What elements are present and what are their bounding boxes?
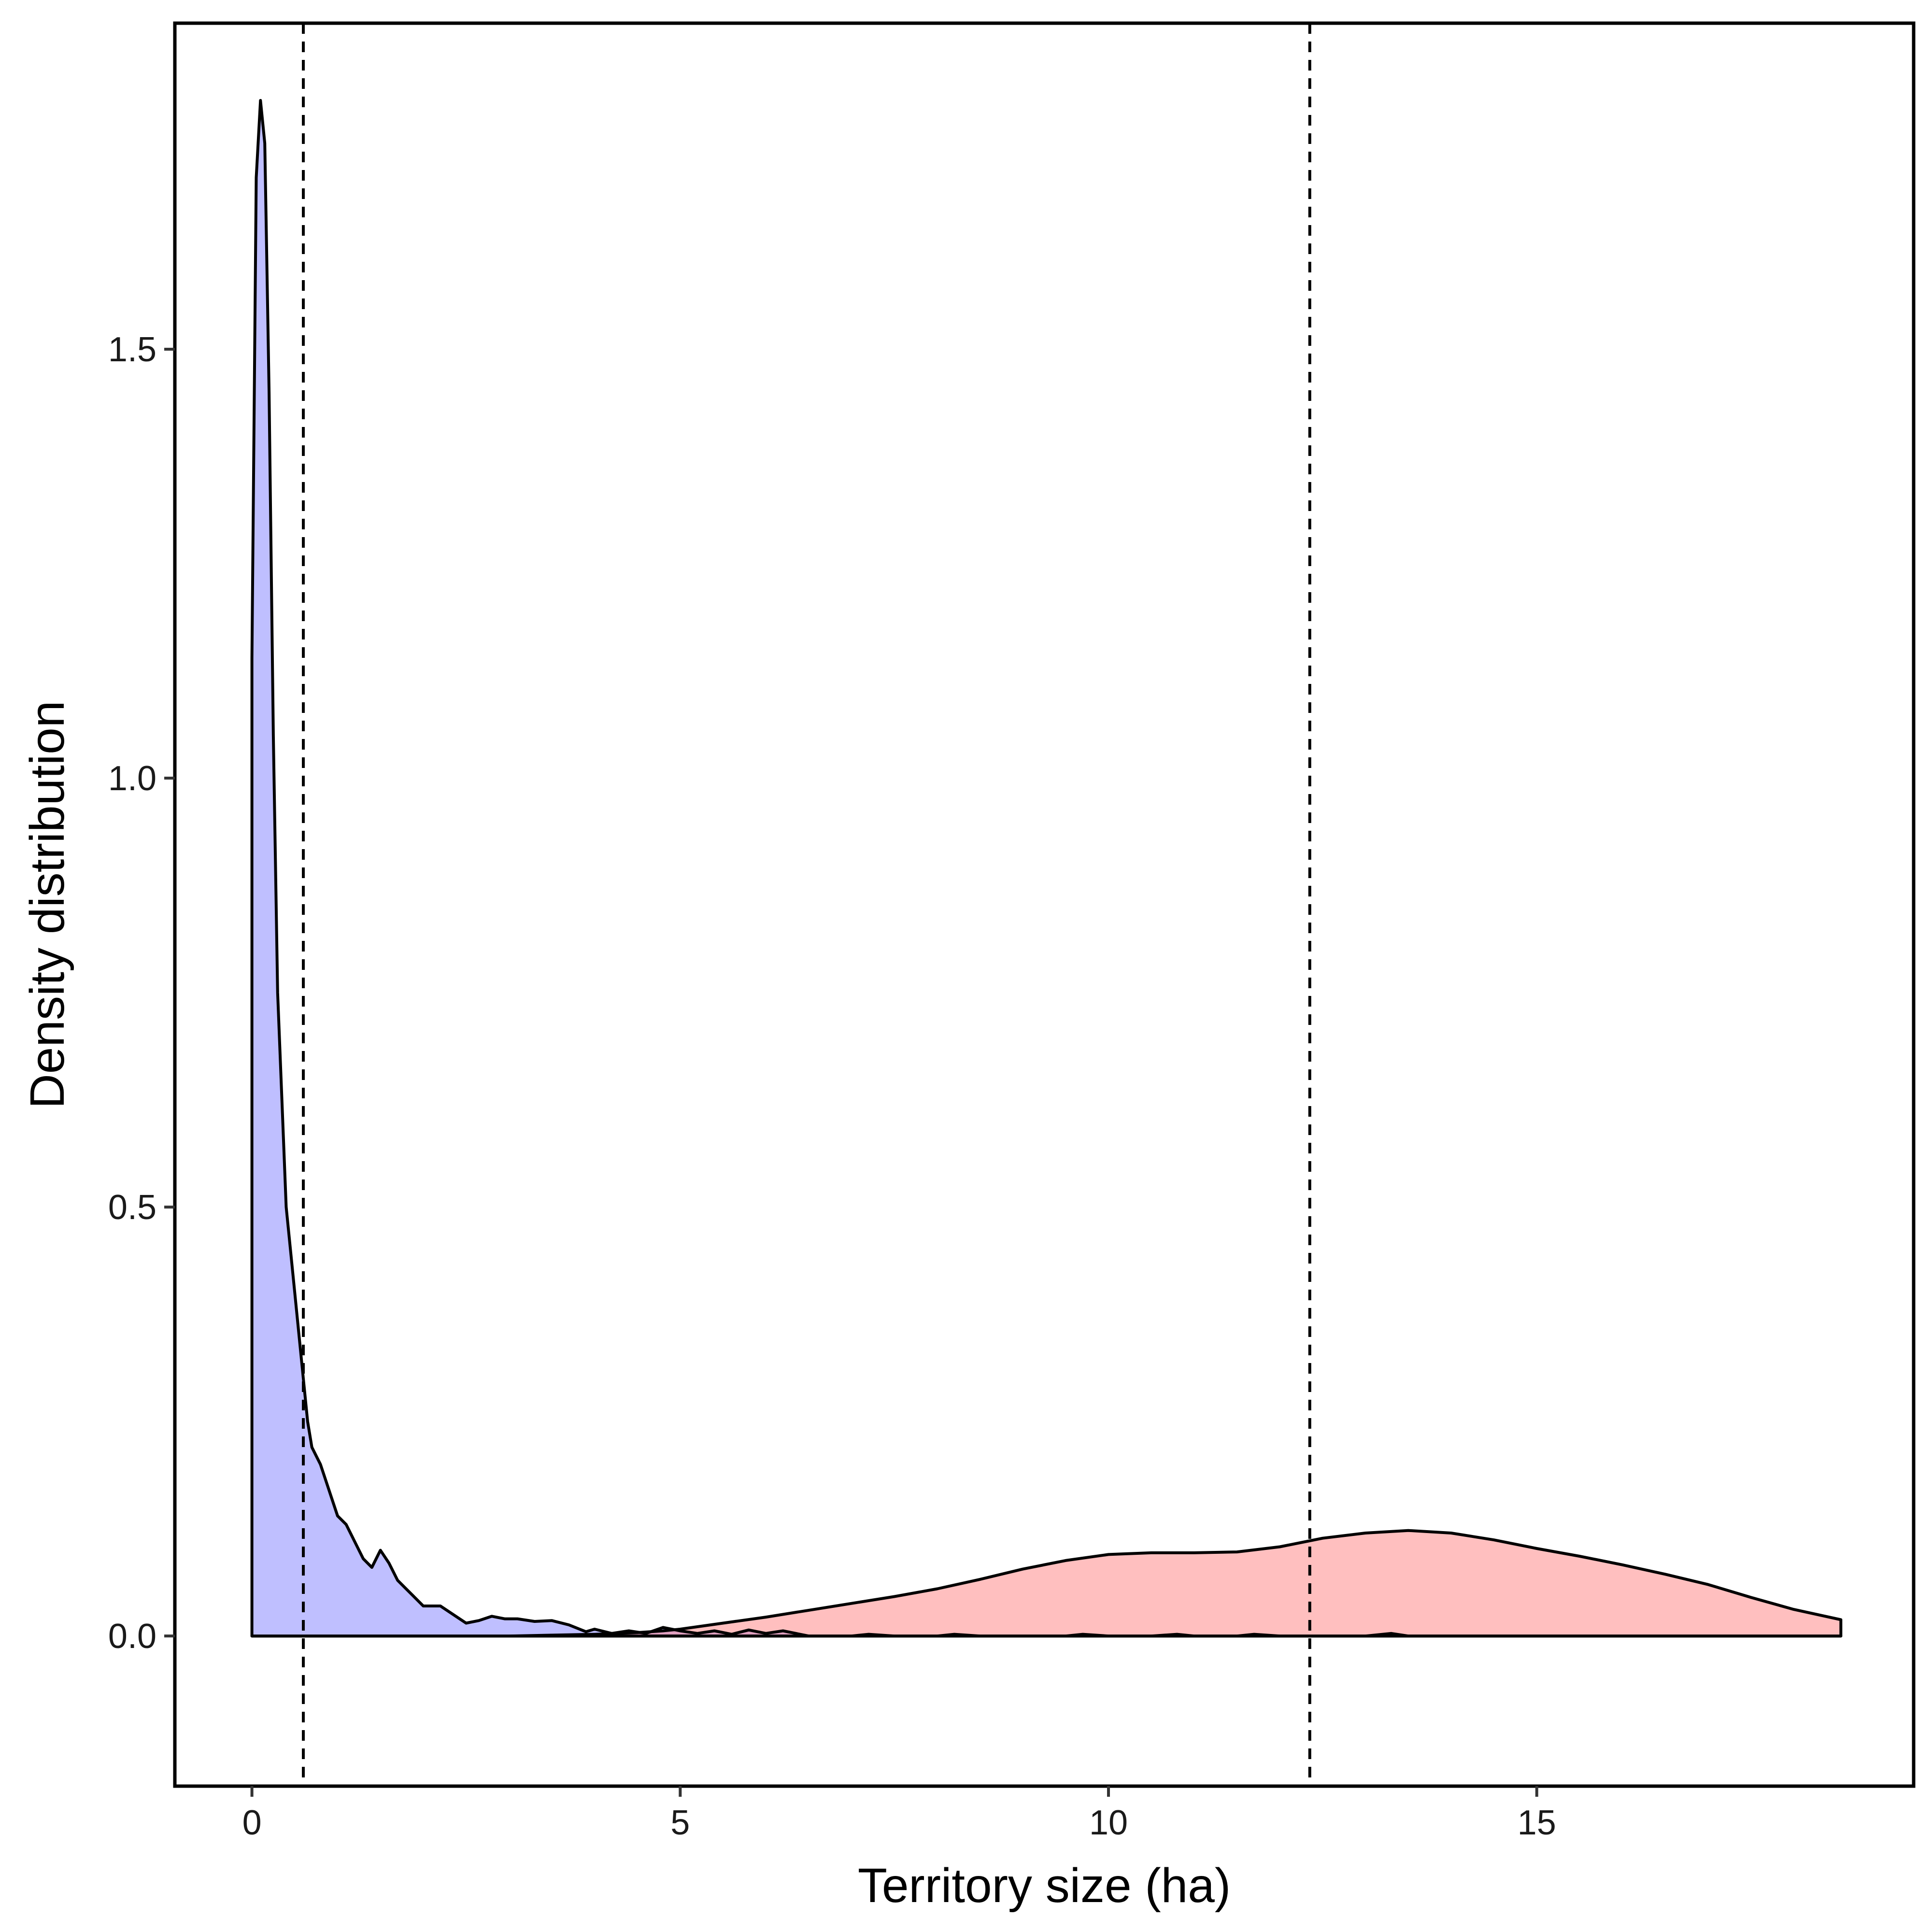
x-axis: 0 5 10 15 xyxy=(242,1786,1556,1842)
plot-area xyxy=(250,23,1843,1786)
density-fill-1 xyxy=(252,100,1841,1636)
reference-lines xyxy=(302,23,1311,1786)
x-tick-label: 0 xyxy=(242,1804,262,1842)
x-axis-title: Territory size (ha) xyxy=(858,1859,1231,1913)
y-tick-label: 0.5 xyxy=(108,1188,156,1227)
density-outlines xyxy=(250,99,1843,1638)
y-tick-label: 1.5 xyxy=(108,330,156,369)
y-tick-label: 1.0 xyxy=(108,759,156,798)
x-tick-label: 15 xyxy=(1518,1804,1556,1842)
y-tick-label: 0.0 xyxy=(108,1617,156,1656)
density-fills xyxy=(252,100,1841,1636)
y-axis: 0.0 0.5 1.0 1.5 xyxy=(108,330,175,1656)
x-tick-label: 5 xyxy=(670,1804,690,1842)
density-fill-2 xyxy=(252,1530,1841,1636)
y-axis-title: Density distribution xyxy=(20,701,74,1109)
panel-border xyxy=(173,21,1916,1788)
x-tick-label: 10 xyxy=(1089,1804,1128,1842)
density-line-2 xyxy=(250,1529,1843,1638)
density-line-1 xyxy=(250,99,1843,1638)
